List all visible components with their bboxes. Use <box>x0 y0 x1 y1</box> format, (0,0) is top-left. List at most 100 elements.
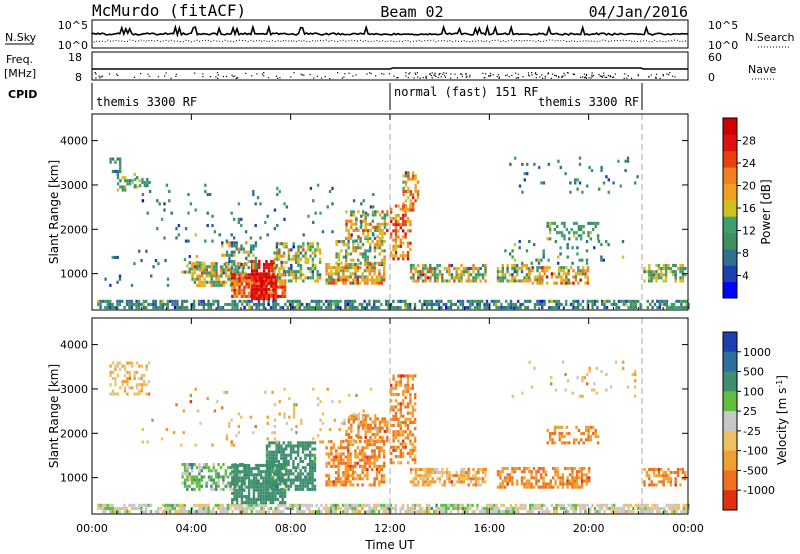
heatmap-cell <box>392 238 395 242</box>
heatmap-cell <box>267 485 270 489</box>
heatmap-cell <box>670 306 673 310</box>
heatmap-cell <box>502 503 505 507</box>
heatmap-cell <box>247 485 251 489</box>
heatmap-cell <box>584 506 587 510</box>
heatmap-cell <box>255 476 258 480</box>
heatmap-cell <box>265 478 269 482</box>
heatmap-cell <box>440 503 443 507</box>
heatmap-cell <box>157 306 160 310</box>
heatmap-cell <box>243 306 246 310</box>
heatmap-cell <box>433 279 437 283</box>
heatmap-cell <box>294 487 297 491</box>
heatmap-cell <box>302 248 305 252</box>
heatmap-cell <box>506 479 509 483</box>
heatmap-cell <box>232 217 236 221</box>
heatmap-cell <box>404 436 407 440</box>
heatmap-cell <box>536 269 539 273</box>
heatmap-cell <box>347 236 350 240</box>
x-tick-label: 00:00 <box>76 522 108 535</box>
heatmap-cell <box>637 503 640 507</box>
heatmap-cell <box>344 302 347 306</box>
heatmap-cell <box>250 482 253 486</box>
heatmap-cell <box>347 480 350 484</box>
heatmap-cell <box>240 488 244 492</box>
heatmap-cell <box>460 480 463 484</box>
heatmap-cell <box>343 418 346 422</box>
heatmap-cell <box>471 510 474 514</box>
heatmap-cell <box>368 266 371 270</box>
heatmap-cell <box>311 472 314 476</box>
nave-dot <box>607 74 609 77</box>
heatmap-cell <box>294 475 297 479</box>
heatmap-cell <box>353 506 357 510</box>
heatmap-cell <box>345 432 348 436</box>
nave-dot <box>662 73 664 76</box>
heatmap-cell <box>236 506 239 510</box>
heatmap-cell <box>394 306 397 310</box>
heatmap-cell <box>279 482 282 486</box>
heatmap-cell <box>634 302 637 306</box>
nave-dot <box>465 72 467 75</box>
heatmap-cell <box>589 299 592 303</box>
heatmap-cell <box>366 275 369 279</box>
heatmap-cell <box>275 469 278 473</box>
heatmap-cell <box>479 267 482 271</box>
heatmap-cell <box>378 436 382 440</box>
heatmap-cell <box>124 176 127 180</box>
heatmap-cell <box>332 455 335 459</box>
heatmap-cell <box>354 281 357 285</box>
heatmap-cell <box>116 392 119 396</box>
heatmap-cell <box>481 480 485 484</box>
colorbar-swatch <box>723 430 737 452</box>
heatmap-cell <box>558 435 561 439</box>
heatmap-cell <box>317 306 321 310</box>
heatmap-cell <box>404 254 407 258</box>
heatmap-cell <box>197 506 201 510</box>
heatmap-cell <box>394 436 398 440</box>
heatmap-cell <box>240 463 244 467</box>
heatmap-cell <box>581 190 584 194</box>
heatmap-cell <box>138 377 141 381</box>
heatmap-cell <box>255 287 259 291</box>
heatmap-cell <box>309 248 312 252</box>
heatmap-cell <box>253 506 256 510</box>
heatmap-cell <box>557 255 560 259</box>
heatmap-cell <box>268 475 271 479</box>
heatmap-cell <box>195 255 199 259</box>
heatmap-cell <box>565 281 568 285</box>
heatmap-cell <box>588 369 591 373</box>
heatmap-cell <box>294 273 298 277</box>
heatmap-cell <box>260 281 263 285</box>
heatmap-cell <box>196 283 199 287</box>
heatmap-cell <box>508 473 512 477</box>
heatmap-cell <box>354 222 358 226</box>
heatmap-cell <box>378 278 381 282</box>
nave-dot <box>226 75 228 78</box>
heatmap-cell <box>356 266 359 270</box>
heatmap-cell <box>394 229 398 233</box>
heatmap-cell <box>332 480 335 484</box>
heatmap-cell <box>662 483 665 487</box>
heatmap-cell <box>421 270 425 274</box>
heatmap-cell <box>550 382 553 386</box>
heatmap-cell <box>104 306 107 310</box>
y-tick-label: 4000 <box>60 135 88 148</box>
heatmap-cell <box>368 464 371 468</box>
heatmap-cell <box>368 278 371 282</box>
heatmap-cell <box>178 510 181 514</box>
heatmap-cell <box>338 400 341 404</box>
heatmap-cell <box>560 432 564 436</box>
heatmap-cell <box>412 193 415 197</box>
heatmap-cell <box>318 257 322 261</box>
nave-dot <box>355 74 357 76</box>
nave-dot <box>422 76 424 79</box>
heatmap-cell <box>577 228 581 232</box>
heatmap-cell <box>270 294 273 298</box>
heatmap-cell <box>383 232 387 236</box>
heatmap-cell <box>359 423 363 427</box>
heatmap-cell <box>586 299 589 303</box>
heatmap-cell <box>282 260 286 264</box>
heatmap-cell <box>664 273 668 277</box>
heatmap-cell <box>135 299 138 303</box>
heatmap-cell <box>380 281 383 285</box>
